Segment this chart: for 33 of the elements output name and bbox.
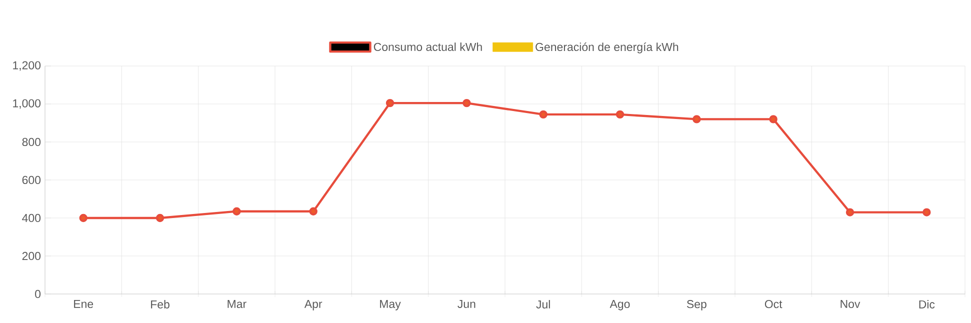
y-tick-label: 600 [22,176,41,184]
x-tick-label: Ago [610,300,630,310]
y-tick-label: 1,200 [13,61,41,71]
point [539,110,548,119]
y-tick-label: 0 [35,290,41,298]
x-tick-label: Ene [74,300,94,308]
point [922,208,931,216]
y-tick-label: 800 [22,138,41,146]
x-tick-label: Jun [458,300,476,308]
x-tick-label: Jul [536,300,550,308]
y-tick-label: 200 [22,252,41,260]
x-tick-label: Sep [686,300,706,310]
y-tick-label: 400 [22,214,41,222]
point [769,115,778,124]
x-tick-label: Mar [228,300,246,308]
point [462,98,471,108]
point [386,98,394,108]
y-tick-label: 1,000 [13,99,41,109]
legend-label: Consumo actual kWh [374,42,482,51]
point [309,207,318,216]
x-tick-label: May [380,300,401,310]
x-tick-label: Apr [304,300,322,310]
point [846,208,854,216]
point [692,115,701,124]
point [156,214,164,222]
point [79,214,88,222]
legend-label: Generación de energía kWh [536,42,678,54]
point [616,110,624,119]
x-tick-label: Nov [840,300,860,308]
x-tick-label: Feb [151,300,170,308]
x-tick-label: Oct [764,300,782,308]
x-tick-label: Dic [919,300,935,308]
point [232,207,241,216]
